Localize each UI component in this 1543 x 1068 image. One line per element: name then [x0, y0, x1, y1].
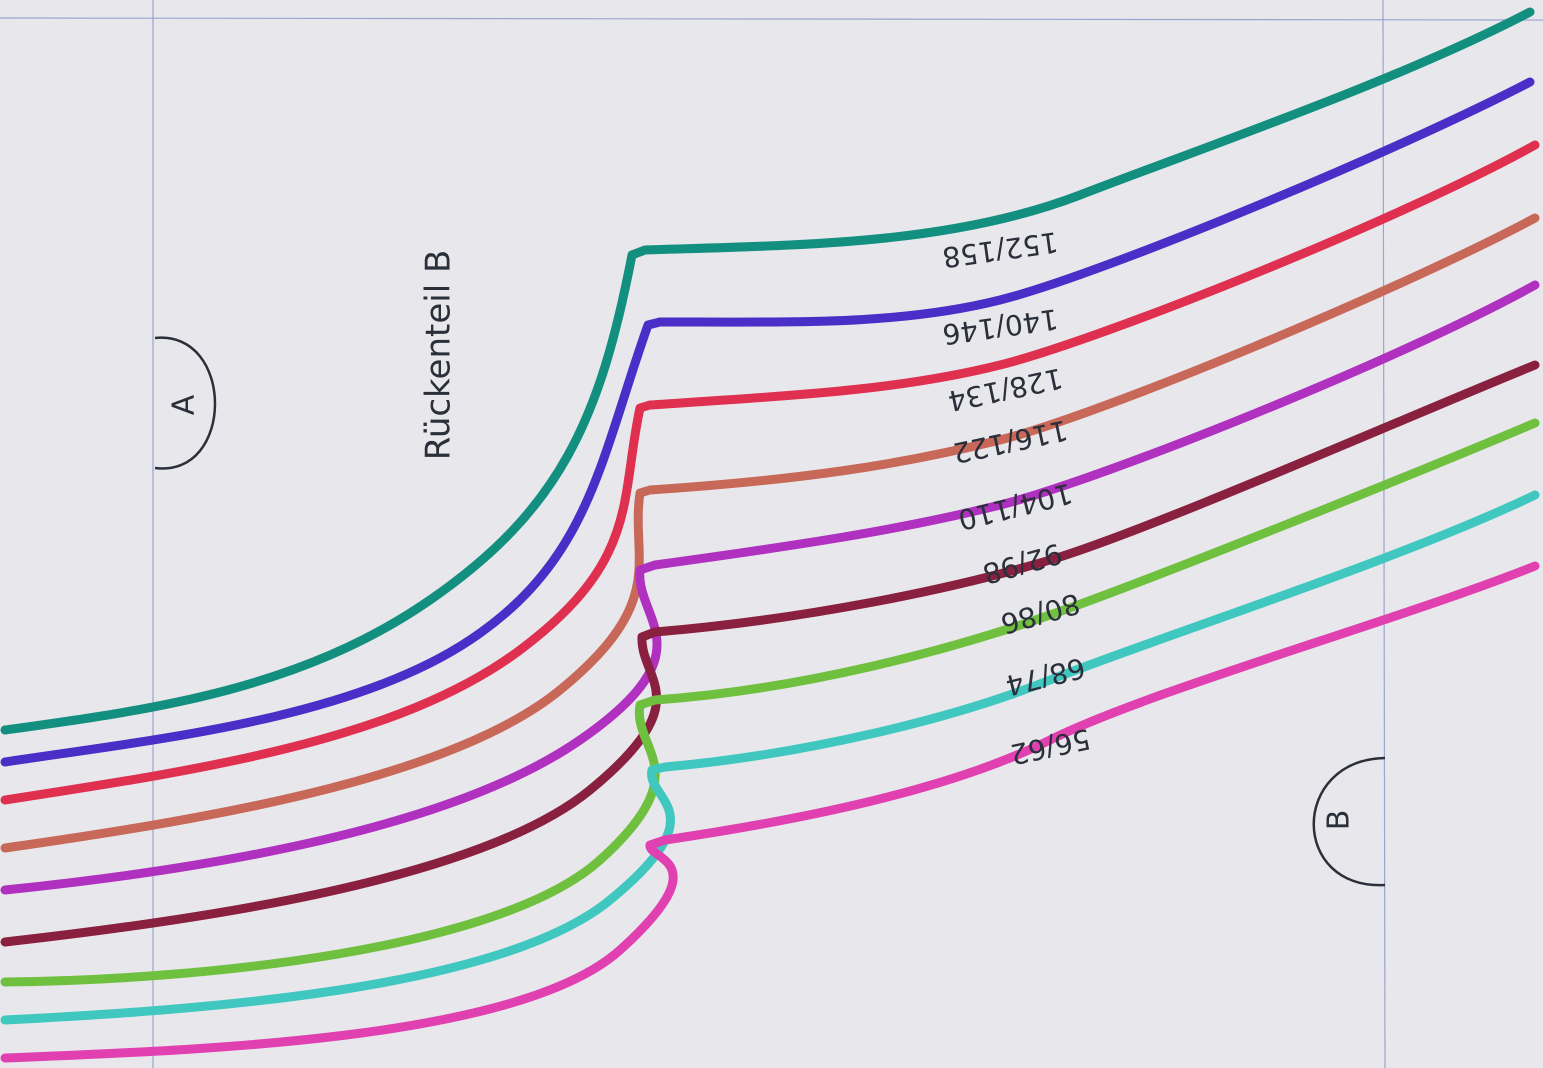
marker-arc	[1312, 756, 1386, 887]
guide-line	[0, 17, 1543, 21]
guide-line	[1382, 0, 1386, 1068]
marker-arc	[154, 336, 217, 470]
size-line	[0, 140, 1540, 805]
size-line	[0, 77, 1535, 767]
marker-label: B	[1322, 810, 1357, 831]
size-line	[0, 490, 1540, 1025]
marker-label: A	[167, 394, 202, 415]
size-line	[0, 360, 1540, 947]
size-line	[0, 280, 1540, 895]
piece-label: Rückenteil B	[419, 250, 459, 461]
size-line	[0, 213, 1540, 853]
size-line	[0, 418, 1540, 987]
size-line	[0, 561, 1540, 1063]
size-line	[0, 7, 1535, 735]
